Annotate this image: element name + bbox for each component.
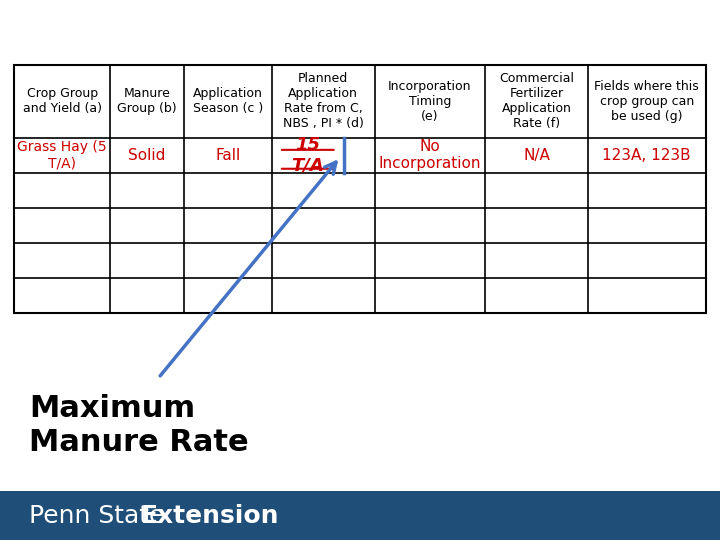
Text: Application
Season (c ): Application Season (c )	[192, 87, 263, 115]
Text: Commercial
Fertilizer
Application
Rate (f): Commercial Fertilizer Application Rate (…	[499, 72, 574, 130]
Text: 123A, 123B: 123A, 123B	[603, 148, 691, 163]
Text: 15
T/A: 15 T/A	[292, 136, 324, 174]
Text: Planned
Application
Rate from C,
NBS , PI * (d): Planned Application Rate from C, NBS , P…	[283, 72, 364, 130]
Text: Maximum
Manure Rate: Maximum Manure Rate	[29, 394, 248, 457]
Text: No
Incorporation: No Incorporation	[379, 139, 481, 172]
Text: Incorporation
Timing
(e): Incorporation Timing (e)	[388, 80, 472, 123]
Text: Manure
Group (b): Manure Group (b)	[117, 87, 176, 115]
Text: Solid: Solid	[128, 148, 166, 163]
Text: N/A: N/A	[523, 148, 550, 163]
Text: Penn State: Penn State	[29, 504, 172, 528]
Text: Fall: Fall	[215, 148, 240, 163]
Bar	[14, 65, 706, 313]
Bar	[0, 491, 720, 540]
Text: Grass Hay (5
T/A): Grass Hay (5 T/A)	[17, 140, 107, 170]
Text: Fields where this
crop group can
be used (g): Fields where this crop group can be used…	[595, 80, 699, 123]
Text: Extension: Extension	[140, 504, 279, 528]
Text: Crop Group
and Yield (a): Crop Group and Yield (a)	[23, 87, 102, 115]
